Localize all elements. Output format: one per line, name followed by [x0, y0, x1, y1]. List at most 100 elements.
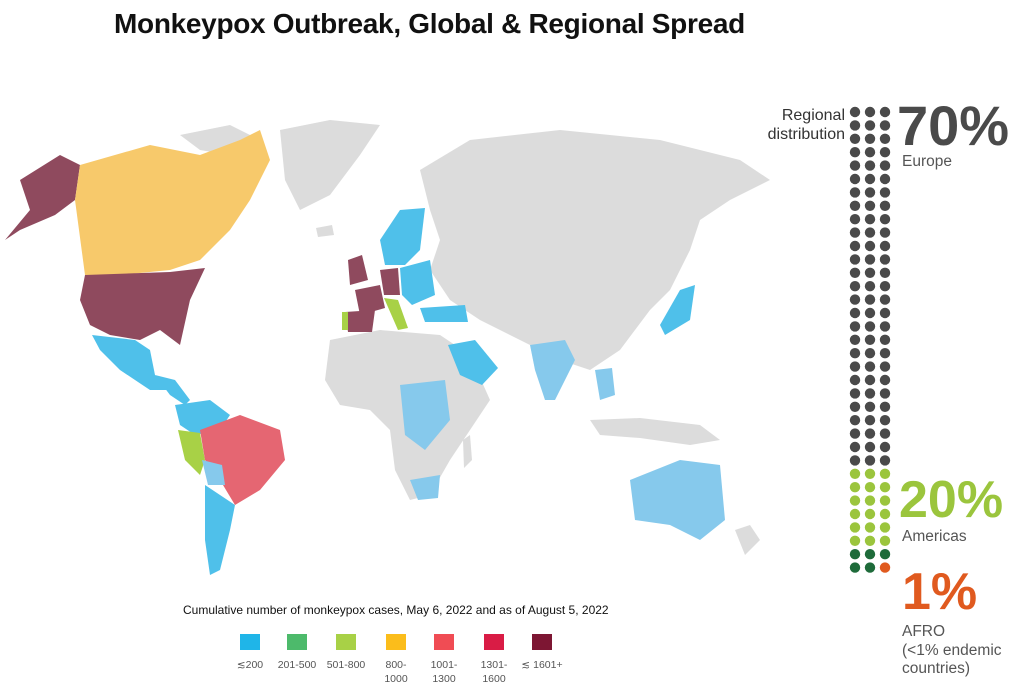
- distribution-dot: [864, 294, 876, 305]
- legend-label: 501-800: [326, 659, 366, 671]
- region-turkey: [420, 305, 468, 322]
- distribution-dot: [849, 267, 861, 278]
- region-bolivia: [202, 460, 225, 485]
- distribution-dot: [849, 495, 861, 506]
- land-madagascar: [463, 435, 472, 468]
- distribution-dot: [864, 214, 876, 225]
- distribution-dot: [879, 160, 891, 171]
- distribution-dot: [849, 106, 861, 118]
- distribution-dot: [879, 549, 891, 560]
- distribution-dot: [849, 441, 861, 453]
- distribution-dot: [849, 173, 861, 185]
- distribution-dot: [864, 428, 876, 439]
- region-alaska: [5, 155, 80, 240]
- region-italy: [384, 298, 408, 330]
- distribution-dot: [849, 522, 861, 533]
- distribution-dot: [879, 281, 891, 292]
- distribution-dot: [879, 307, 891, 319]
- distribution-dot: [864, 200, 876, 211]
- distribution-dot: [864, 334, 876, 345]
- distribution-dot: [879, 455, 891, 466]
- distribution-dot: [864, 240, 876, 252]
- distribution-dot: [879, 468, 891, 479]
- region-portugal: [342, 312, 348, 330]
- distribution-dot: [879, 240, 891, 252]
- distribution-dot: [849, 549, 861, 560]
- distribution-dot: [879, 401, 891, 412]
- distribution-dot: [864, 187, 876, 198]
- distribution-dot: [864, 441, 876, 453]
- legend-swatch: [434, 634, 454, 650]
- distribution-dot: [849, 240, 861, 252]
- distribution-dot: [864, 307, 876, 319]
- distribution-dot: [849, 321, 861, 332]
- legend-caption: Cumulative number of monkeypox cases, Ma…: [183, 603, 609, 617]
- distribution-dot: [849, 160, 861, 171]
- distribution-dot: [864, 254, 876, 265]
- americas-percentage: 20%: [899, 471, 1004, 529]
- distribution-dot: [879, 562, 891, 573]
- distribution-dot: [849, 415, 861, 426]
- country-fills: [5, 130, 725, 575]
- distribution-dot: [879, 361, 891, 372]
- region-scandinavia: [380, 208, 425, 265]
- map-title: Monkeypox Outbreak, Global & Regional Sp…: [114, 8, 745, 39]
- distribution-dot: [879, 388, 891, 399]
- distribution-dot: [864, 133, 876, 144]
- legend-label: 800- 1000: [384, 659, 408, 685]
- world-map: [5, 120, 770, 575]
- distribution-dot: [864, 495, 876, 506]
- region-uk: [348, 255, 368, 285]
- legend-swatch: [386, 634, 406, 650]
- distribution-dot: [879, 294, 891, 305]
- distribution-dot: [879, 482, 891, 493]
- legend-label: 1301- 1600: [480, 659, 508, 685]
- distribution-dot: [849, 187, 861, 198]
- distribution-dot: [879, 200, 891, 211]
- afro-percentage: 1%: [902, 563, 978, 621]
- distribution-dot: [879, 147, 891, 158]
- distribution-dot: [879, 321, 891, 332]
- legend-label: 201-500: [277, 659, 317, 671]
- europe-label: Europe: [902, 153, 952, 170]
- region-central-america: [155, 375, 190, 405]
- distribution-dot: [864, 321, 876, 332]
- distribution-dot: [879, 120, 891, 131]
- distribution-dot: [879, 173, 891, 185]
- distribution-dot: [864, 173, 876, 185]
- legend-swatch: [532, 634, 552, 650]
- distribution-dot: [849, 294, 861, 305]
- distribution-dot: [879, 254, 891, 265]
- distribution-dot: [849, 334, 861, 345]
- distribution-dot: [864, 522, 876, 533]
- legend-swatch: [240, 634, 260, 650]
- distribution-dot: [864, 267, 876, 278]
- distribution-dot: [879, 106, 891, 118]
- region-india: [530, 340, 575, 400]
- distribution-dot: [849, 361, 861, 372]
- distribution-dot: [864, 374, 876, 386]
- distribution-dot: [864, 361, 876, 372]
- region-argentina: [205, 485, 235, 575]
- land-indonesia: [590, 418, 720, 445]
- distribution-dot: [864, 508, 876, 520]
- distribution-dot: [879, 522, 891, 533]
- distribution-dot: [879, 187, 891, 198]
- land-greenland: [280, 120, 380, 210]
- distribution-dot: [864, 106, 876, 118]
- distribution-dot: [864, 482, 876, 493]
- distribution-dot: [849, 562, 861, 573]
- legend-swatch: [287, 634, 307, 650]
- distribution-dot: [864, 120, 876, 131]
- distribution-dot: [879, 334, 891, 345]
- distribution-dot: [864, 227, 876, 238]
- distribution-dot: [849, 214, 861, 225]
- region-mexico: [92, 335, 170, 390]
- distribution-dot: [849, 388, 861, 399]
- distribution-dot: [864, 401, 876, 412]
- land-nz: [735, 525, 760, 555]
- distribution-dot: [879, 267, 891, 278]
- region-se-asia: [595, 368, 615, 400]
- distribution-dot: [864, 348, 876, 359]
- legend-label: 1001- 1300: [430, 659, 458, 685]
